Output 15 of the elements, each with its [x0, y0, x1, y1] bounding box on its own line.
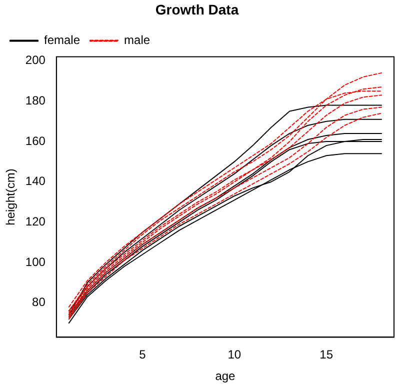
legend-label: female — [44, 33, 80, 48]
x-tick-label: 10 — [228, 348, 242, 362]
x-tick-label: 15 — [320, 348, 334, 362]
chart-title: Growth Data — [155, 1, 239, 18]
y-tick-label: 100 — [25, 254, 46, 269]
y-tick-label: 80 — [32, 295, 46, 310]
y-tick-label: 140 — [25, 174, 46, 188]
y-tick-label: 200 — [25, 53, 46, 68]
x-tick-label: 5 — [139, 348, 146, 362]
y-tick-label: 180 — [25, 93, 46, 108]
y-tick-label: 160 — [25, 134, 46, 148]
y-axis-title: height(cm) — [4, 168, 18, 226]
legend-label: male — [124, 33, 150, 48]
y-tick-label: 120 — [25, 214, 46, 229]
x-axis-title: age — [215, 369, 236, 384]
